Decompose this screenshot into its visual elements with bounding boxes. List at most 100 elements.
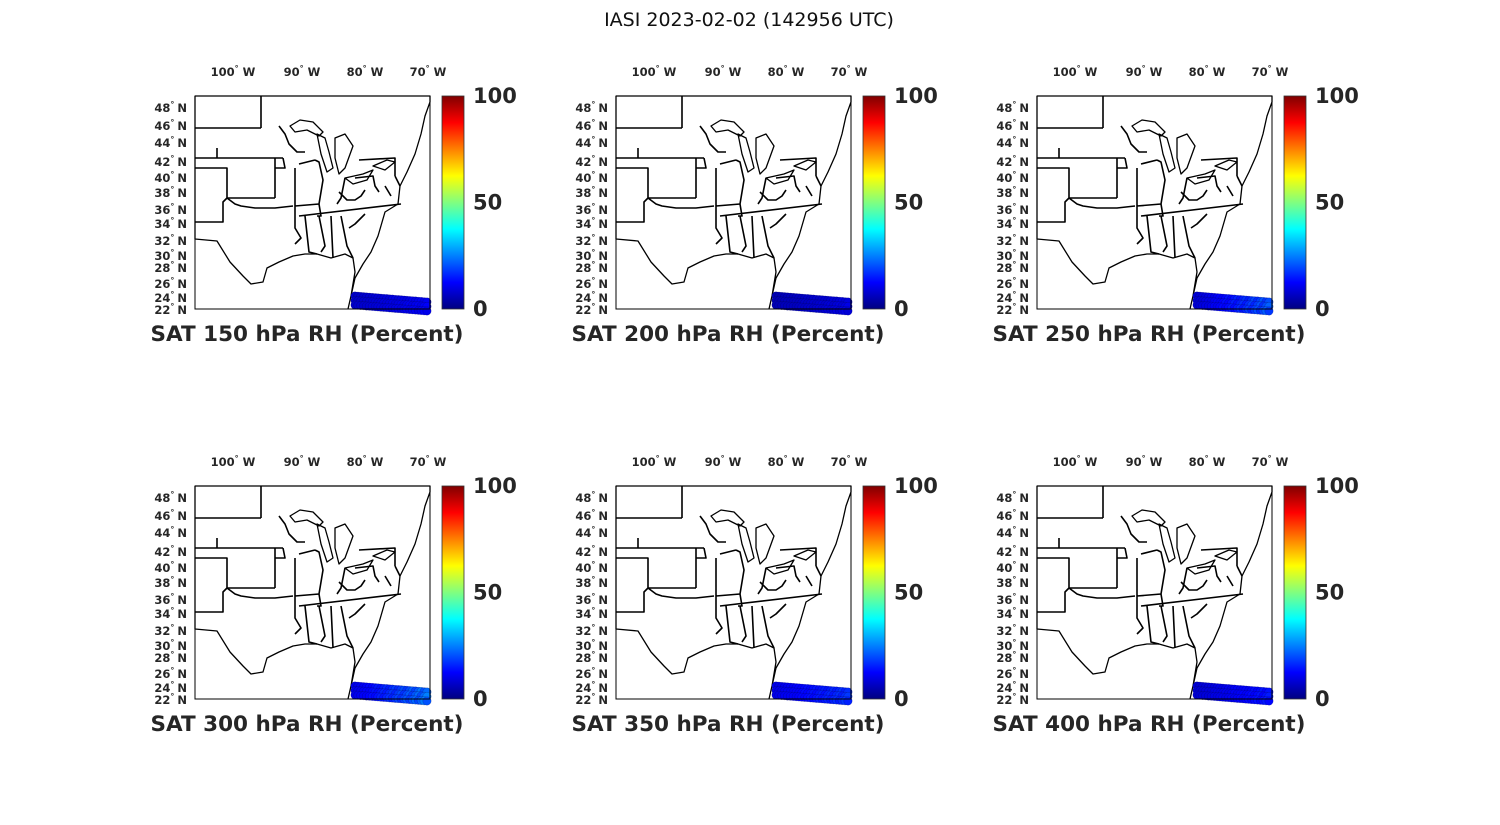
lat-tick-label: 44° N — [154, 135, 187, 150]
lat-tick-label: 22° N — [575, 302, 608, 317]
map-panel: 100° W 90° W 80° W 70° W 48° N 46° N 44° N 42° N40° N38°… — [993, 454, 1359, 737]
lon-tick-label: 80° W — [1189, 454, 1226, 469]
map-area — [194, 95, 432, 316]
lat-tick-label: 36° N — [996, 202, 1029, 217]
lat-tick-label: 48° N — [575, 100, 608, 115]
coastline — [1036, 95, 1273, 310]
coastline — [194, 485, 431, 700]
coastline — [615, 95, 852, 310]
lat-tick-label: 32° N — [996, 623, 1029, 638]
lat-tick-label: 26° N — [154, 276, 187, 291]
figure-title: IASI 2023-02-02 (142956 UTC) — [604, 9, 894, 31]
map-area — [615, 485, 853, 706]
great-lakes — [1131, 509, 1238, 575]
lat-tick-label: 30° N — [996, 248, 1029, 263]
lon-tick-label: 100° W — [1053, 64, 1098, 79]
lat-tick-label: 24° N — [575, 290, 608, 305]
lat-tick-label: 28° N — [154, 650, 187, 665]
lon-tick-label: 100° W — [632, 454, 677, 469]
lat-tick-label: 26° N — [154, 666, 187, 681]
lat-tick-label: 44° N — [996, 135, 1029, 150]
map-panel: 100° W 90° W 80° W 70° W 48° N 46° N 44° N 42° N40° N38°… — [151, 454, 517, 737]
lon-tick-label: 80° W — [1189, 64, 1226, 79]
map-area — [1036, 485, 1274, 706]
lat-tick-label: 48° N — [996, 100, 1029, 115]
lat-tick-label: 28° N — [996, 650, 1029, 665]
colorbar — [862, 485, 886, 700]
colorbar — [862, 95, 886, 310]
lat-tick-label: 26° N — [996, 666, 1029, 681]
lat-tick-label: 38° N — [575, 185, 608, 200]
colorbar — [1283, 95, 1307, 310]
lon-tick-label: 70° W — [410, 64, 447, 79]
colorbar-tick-label: 100 — [473, 474, 517, 498]
colorbar-tick-label: 50 — [894, 191, 923, 215]
colorbar — [441, 485, 465, 700]
coastline — [194, 95, 431, 310]
map-area — [615, 95, 853, 316]
lat-tick-label: 46° N — [575, 508, 608, 523]
lat-tick-label: 22° N — [575, 692, 608, 707]
lat-tick-label: 26° N — [575, 276, 608, 291]
lat-tick-label: 48° N — [154, 490, 187, 505]
lat-tick-label: 32° N — [575, 623, 608, 638]
colorbar-tick-label: 100 — [1315, 474, 1359, 498]
lon-tick-label: 70° W — [410, 454, 447, 469]
lat-tick-label: 34° N — [154, 606, 187, 621]
lat-tick-label: 46° N — [996, 118, 1029, 133]
lat-tick-label: 38° N — [154, 185, 187, 200]
colorbar-tick-label: 0 — [473, 297, 488, 321]
lat-tick-label: 22° N — [154, 302, 187, 317]
lat-tick-label: 32° N — [996, 233, 1029, 248]
coastline — [615, 485, 852, 700]
colorbar — [441, 95, 465, 310]
great-lakes — [1131, 119, 1238, 185]
lat-tick-label: 36° N — [996, 592, 1029, 607]
panel-title: SAT 250 hPa RH (Percent) — [993, 322, 1306, 347]
lat-tick-label: 46° N — [575, 118, 608, 133]
lat-tick-label: 24° N — [154, 680, 187, 695]
lat-tick-label: 40° N — [996, 560, 1029, 575]
colorbar — [1283, 485, 1307, 700]
colorbar-tick-label: 50 — [1315, 581, 1344, 605]
state-borders — [1037, 96, 1244, 259]
lat-tick-label: 48° N — [996, 490, 1029, 505]
lat-tick-label: 30° N — [996, 638, 1029, 653]
map-area — [1036, 95, 1274, 316]
lat-tick-label: 28° N — [996, 260, 1029, 275]
lat-tick-label: 32° N — [154, 623, 187, 638]
rh-swath — [1192, 681, 1274, 706]
lat-tick-label: 26° N — [575, 666, 608, 681]
colorbar-tick-label: 0 — [1315, 687, 1330, 711]
lon-tick-label: 70° W — [1252, 454, 1289, 469]
panel-title: SAT 350 hPa RH (Percent) — [572, 712, 885, 737]
lat-tick-label: 46° N — [996, 508, 1029, 523]
lat-tick-label: 28° N — [575, 260, 608, 275]
lon-tick-label: 90° W — [284, 454, 321, 469]
lat-tick-label: 36° N — [575, 592, 608, 607]
lon-tick-label: 70° W — [831, 454, 868, 469]
state-borders — [195, 486, 402, 649]
map-panel: 100° W 90° W 80° W 70° W 48° N 46° N 44° N 42° N40° N38°… — [151, 64, 517, 347]
lat-tick-label: 38° N — [996, 575, 1029, 590]
lat-tick-label: 32° N — [154, 233, 187, 248]
colorbar-tick-label: 50 — [473, 581, 502, 605]
colorbar-tick-label: 100 — [894, 84, 938, 108]
lat-tick-label: 44° N — [996, 525, 1029, 540]
lat-tick-label: 34° N — [996, 606, 1029, 621]
colorbar-tick-label: 50 — [894, 581, 923, 605]
lat-tick-label: 44° N — [575, 135, 608, 150]
lat-tick-label: 22° N — [996, 302, 1029, 317]
lat-tick-label: 26° N — [996, 276, 1029, 291]
colorbar-tick-label: 0 — [473, 687, 488, 711]
lat-tick-label: 42° N — [154, 544, 187, 559]
lat-tick-label: 34° N — [575, 606, 608, 621]
colorbar-tick-label: 100 — [894, 474, 938, 498]
lon-tick-label: 90° W — [1126, 64, 1163, 79]
lat-tick-label: 40° N — [575, 170, 608, 185]
lat-tick-label: 28° N — [154, 260, 187, 275]
panel-title: SAT 150 hPa RH (Percent) — [151, 322, 464, 347]
lon-tick-label: 100° W — [211, 64, 256, 79]
lon-tick-label: 70° W — [1252, 64, 1289, 79]
state-borders — [195, 96, 402, 259]
